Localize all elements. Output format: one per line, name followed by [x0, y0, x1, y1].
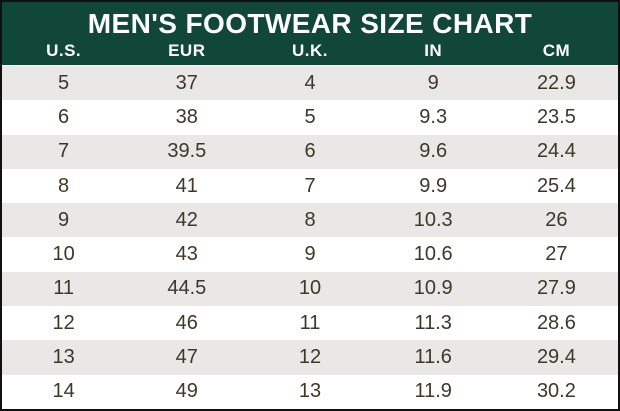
table-cell: 42 — [175, 208, 198, 231]
column-header-row: U.S. EUR U.K. IN CM — [2, 40, 618, 62]
table-row: 13 47 12 11.6 29.4 — [2, 340, 618, 375]
column-header-uk: U.K. — [292, 41, 328, 60]
table-row: 14 49 13 11.9 30.2 — [2, 374, 618, 409]
table-cell: 25.4 — [536, 174, 576, 197]
table-cell: 6 — [304, 140, 316, 163]
table-cell: 39.5 — [167, 140, 207, 163]
table-cell: 8 — [58, 174, 70, 197]
table-cell: 11.6 — [414, 346, 452, 369]
table-row: 9 42 8 10.3 26 — [2, 203, 618, 238]
table-cell: 5 — [304, 105, 316, 128]
page-title: MEN'S FOOTWEAR SIZE CHART — [87, 8, 533, 39]
table-cell: 12 — [52, 311, 75, 334]
table-cell: 26 — [545, 208, 568, 231]
table-cell: 22.9 — [536, 71, 576, 94]
table-cell: 4 — [304, 71, 316, 94]
table-cell: 9.6 — [419, 140, 448, 163]
table-cell: 11.9 — [414, 380, 452, 403]
table-row: 6 38 5 9.3 23.5 — [2, 100, 618, 135]
table-cell: 29.4 — [536, 346, 576, 369]
table-cell: 11 — [299, 311, 321, 334]
table-cell: 5 — [58, 71, 70, 94]
table-cell: 9 — [58, 208, 70, 231]
table-cell: 28.6 — [536, 311, 576, 334]
table-cell: 8 — [304, 208, 316, 231]
table-row: 10 43 9 10.6 27 — [2, 237, 618, 272]
table-cell: 13 — [298, 380, 322, 403]
table-cell: 24.4 — [536, 140, 576, 163]
table-cell: 38 — [175, 105, 198, 128]
chart-header: MEN'S FOOTWEAR SIZE CHART U.S. EUR U.K. … — [2, 2, 618, 65]
table-cell: 37 — [175, 71, 198, 94]
table-row: 7 39.5 6 9.6 24.4 — [2, 134, 618, 169]
table-cell: 44.5 — [167, 277, 207, 300]
table-cell: 11 — [53, 277, 74, 300]
table-row: 11 44.5 10 10.9 27.9 — [2, 271, 618, 307]
table-body: 5 37 4 9 22.9 6 38 5 9.3 23.5 7 39.5 6 9.6 24.4 8 41 7 9.9… — [2, 65, 618, 409]
table-cell: 7 — [304, 174, 316, 197]
table-cell: 41 — [175, 174, 198, 197]
table-cell: 27 — [545, 243, 568, 266]
column-header-eur: EUR — [168, 41, 206, 60]
column-header-us: U.S. — [46, 41, 82, 60]
table-cell: 47 — [175, 346, 198, 369]
table-cell: 46 — [175, 311, 198, 334]
table-cell: 49 — [175, 380, 198, 403]
table-cell: 13 — [52, 346, 75, 369]
table-cell: 10.3 — [413, 208, 453, 231]
table-cell: 9.3 — [419, 105, 448, 128]
table-cell: 43 — [175, 243, 198, 266]
table-cell: 9.9 — [419, 174, 448, 197]
column-header-cm: CM — [542, 41, 571, 60]
table-cell: 6 — [58, 105, 70, 128]
table-row: 12 46 11 11.3 28.6 — [2, 306, 618, 341]
table-cell: 14 — [52, 380, 75, 403]
table-cell: 9 — [427, 71, 439, 94]
table-cell: 27.9 — [536, 277, 576, 300]
table-cell: 9 — [304, 243, 316, 266]
table-cell: 23.5 — [536, 105, 576, 128]
table-cell: 10.6 — [413, 243, 453, 266]
table-cell: 11.3 — [414, 311, 452, 334]
table-cell: 7 — [58, 140, 70, 163]
table-cell: 12 — [298, 346, 322, 369]
table-cell: 10 — [52, 243, 75, 266]
table-cell: 10 — [298, 277, 322, 300]
table-row: 8 41 7 9.9 25.4 — [2, 168, 618, 204]
table-cell: 10.9 — [413, 277, 453, 300]
column-header-in: IN — [424, 41, 443, 60]
table-cell: 30.2 — [536, 380, 576, 403]
table-row: 5 37 4 9 22.9 — [2, 66, 618, 101]
